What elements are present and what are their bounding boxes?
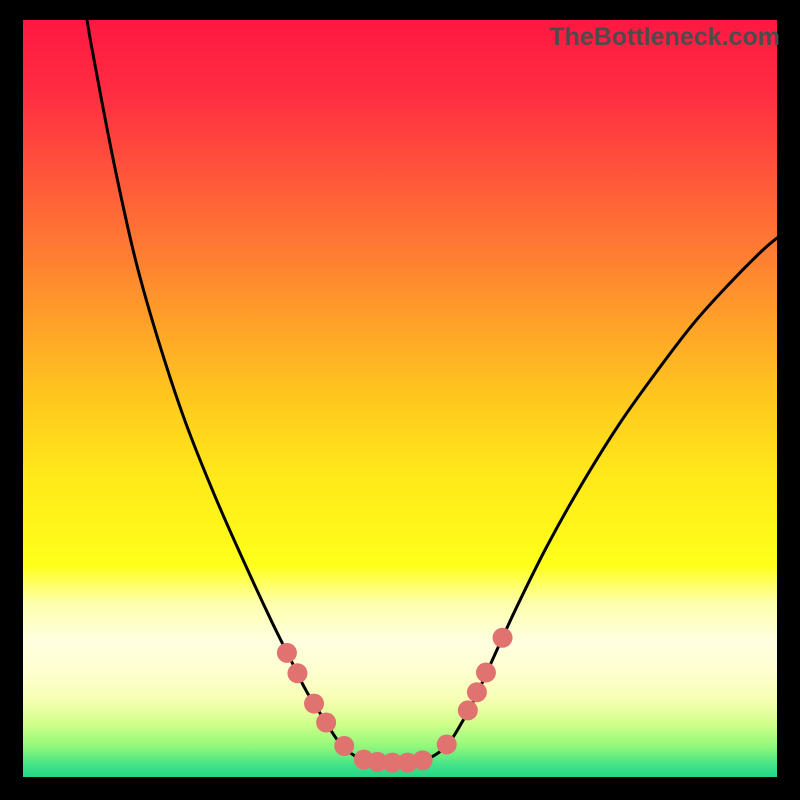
data-marker [277, 643, 297, 663]
data-marker [287, 663, 307, 683]
chart-stage: TheBottleneck.com [0, 0, 800, 800]
data-marker [476, 663, 496, 683]
data-marker [437, 734, 457, 754]
data-marker [334, 736, 354, 756]
data-marker [304, 694, 324, 714]
chart-plot [23, 20, 777, 777]
data-marker [316, 712, 336, 732]
data-marker [467, 682, 487, 702]
watermark-text: TheBottleneck.com [549, 23, 780, 52]
data-marker [493, 628, 513, 648]
data-marker [458, 700, 478, 720]
data-marker [413, 750, 433, 770]
gradient-background [23, 20, 777, 777]
